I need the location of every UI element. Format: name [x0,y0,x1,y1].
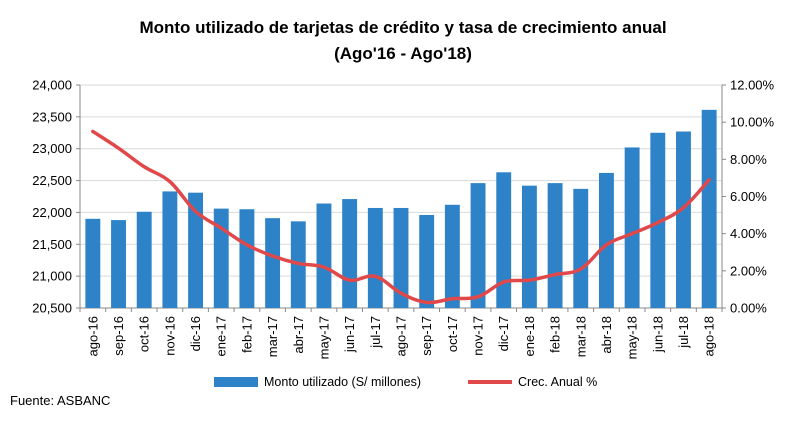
bar [573,188,589,308]
bar [342,199,358,308]
x-tick-label: mar-17 [265,316,280,357]
bar [316,203,332,308]
right-axis-ticks: 0.00% 2.00% 4.00% 6.00% 8.00% 10.00% 12.00% [730,78,775,316]
x-tick-label: jun-17 [342,316,357,353]
x-tick-label: nov-17 [471,316,486,356]
right-tick-label: 2.00% [730,263,767,278]
x-tick-label: may-17 [316,316,331,359]
bar [162,191,178,308]
x-tick-label: ene-18 [522,316,537,356]
bar [419,214,435,308]
bar [85,218,101,308]
left-tick-label: 22,000 [32,205,72,220]
left-tick-label: 20,500 [32,301,72,316]
bar [547,183,563,308]
bar [650,132,666,308]
x-tick-label: ago-17 [394,316,409,356]
x-tick-label: jul-17 [368,316,383,349]
x-tick-label: nov-16 [162,316,177,356]
x-tick-label: feb-18 [548,316,563,353]
right-tick-label: 12.00% [730,78,775,93]
source-note: Fuente: ASBANC [10,393,111,408]
x-tick-label: dic-17 [496,316,511,351]
x-tick-label: may-18 [625,316,640,359]
bar [213,208,229,308]
left-tick-label: 21,500 [32,237,72,252]
x-tick-label: mar-18 [573,316,588,357]
x-tick-label: abr-17 [291,316,306,354]
x-tick-label: jul-18 [676,316,691,349]
bar [239,209,255,308]
x-tick-label: ago-18 [702,316,717,356]
legend-label-bars: Monto utilizado (S/ millones) [264,375,421,389]
line-series [91,129,711,305]
bar [393,207,409,308]
x-axis-ticks: ago-16 sep-16 oct-16 nov-16 dic-16 ene-17 feb-… [85,316,716,359]
bar [470,183,486,308]
legend: Monto utilizado (S/ millones) Crec. Anua… [214,375,597,389]
x-tick-label: abr-18 [599,316,614,354]
bar [624,147,640,308]
bar [111,220,126,308]
bar [188,192,204,308]
x-tick-label: dic-16 [188,316,203,351]
bar [265,218,281,308]
bar [701,109,717,308]
x-tick-label: sep-16 [111,316,126,356]
right-tick-label: 10.00% [730,115,775,130]
right-tick-label: 4.00% [730,226,767,241]
bar [521,185,537,308]
left-tick-label: 23,000 [32,141,72,156]
chart-subtitle: (Ago'16 - Ago'18) [334,44,472,63]
x-tick-label: feb-17 [239,316,254,353]
bar [367,207,383,308]
x-tick-label: sep-17 [419,316,434,356]
legend-swatch-bars [214,377,258,387]
bar [136,211,152,308]
right-tick-label: 8.00% [730,152,767,167]
left-tick-label: 24,000 [32,78,72,93]
x-tick-label: jun-18 [650,316,665,353]
x-tick-label: oct-17 [445,316,460,352]
right-tick-label: 6.00% [730,189,767,204]
left-tick-label: 23,500 [32,109,72,124]
x-tick-label: oct-16 [137,316,152,352]
x-tick-label: ago-16 [85,316,100,356]
right-tick-label: 0.00% [730,301,767,316]
bar [444,204,460,308]
chart-title: Monto utilizado de tarjetas de crédito y… [139,18,666,37]
legend-label-line: Crec. Anual % [518,375,597,389]
bar [598,172,614,308]
left-axis-ticks: 20,500 21,000 21,500 22,000 22,500 23,000 23,5… [32,78,72,316]
bar-series [85,109,717,308]
x-tick-label: ene-17 [214,316,229,356]
left-tick-label: 22,500 [32,173,72,188]
bar [676,131,691,308]
left-tick-label: 21,000 [32,269,72,284]
bar [496,172,512,308]
